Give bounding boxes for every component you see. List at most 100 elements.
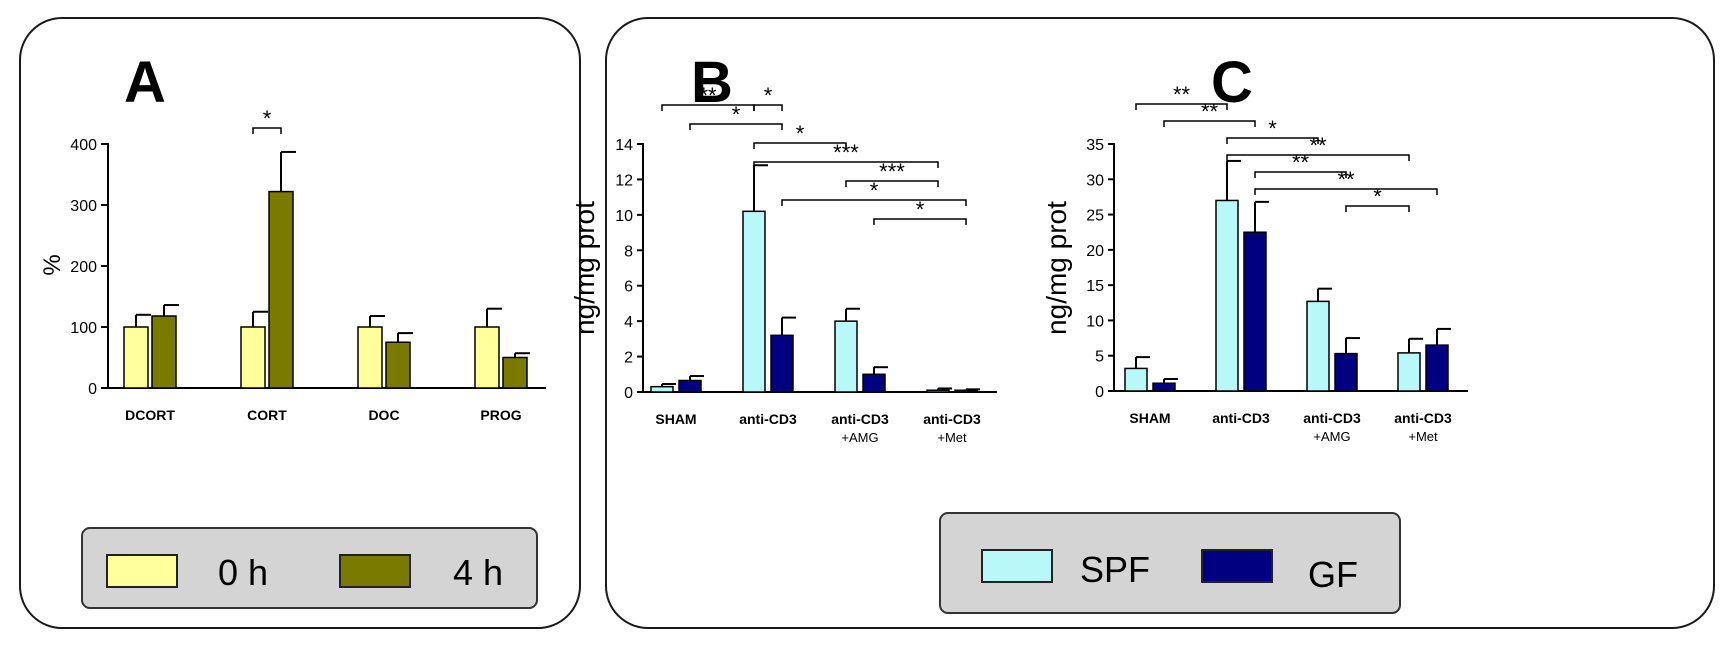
y-tick-label: 8: [624, 243, 633, 260]
significance-label: ***: [879, 159, 905, 184]
significance-label: *: [870, 178, 879, 203]
category-label: PROG: [480, 407, 521, 423]
legend-label-gf: GF: [1308, 554, 1358, 595]
significance-bracket: [252, 127, 282, 134]
category-label: anti-CD3: [831, 411, 889, 427]
bar-gf-2: [1334, 352, 1358, 392]
significance-label: *: [916, 197, 925, 222]
significance-bracket: [1254, 188, 1438, 195]
significance-label: ***: [833, 140, 859, 165]
bar-4h-2: [385, 341, 411, 389]
subcategory-label: +Met: [937, 430, 967, 445]
significance-label: *: [263, 106, 272, 131]
significance-bracket: [1135, 103, 1228, 110]
legend-swatch-0h: [106, 554, 178, 588]
y-tick-label: 0: [1095, 384, 1104, 401]
bar-gf-0: [678, 379, 702, 393]
panel-a-letter: A: [124, 50, 166, 115]
legend-swatch-spf: [981, 549, 1053, 583]
subcategory-label: +AMG: [1313, 429, 1350, 444]
bar-gf-3: [954, 389, 978, 393]
y-tick-label: 10: [615, 208, 633, 225]
chart-c: 0 5 10 15 20 25 30 35 ng/mg prot SHAM anti-CD3 anti…: [1041, 82, 1468, 444]
significance-bracket: [1163, 120, 1256, 127]
significance-bracket: [1254, 171, 1347, 178]
bar-gf-0: [1152, 382, 1176, 392]
significance-label: *: [764, 83, 773, 108]
significance-bracket: [873, 218, 967, 225]
y-tick-label: 200: [70, 259, 97, 276]
category-label: anti-CD3: [1394, 410, 1452, 426]
bar-4h-1: [268, 190, 294, 389]
significance-bracket: [845, 180, 939, 187]
subcategory-label: +AMG: [841, 430, 878, 445]
category-label: CORT: [247, 407, 287, 423]
y-tick-label: 5: [1095, 349, 1104, 366]
significance-bracket: [689, 123, 783, 130]
category-label: anti-CD3: [739, 411, 797, 427]
bar-0h-1: [240, 326, 266, 389]
significance-label: *: [1373, 184, 1382, 209]
significance-label: **: [1201, 99, 1219, 124]
bar-4h-3: [502, 356, 528, 389]
bar-0h-2: [357, 326, 383, 389]
panel-a-frame: [19, 17, 581, 629]
y-tick-label: 400: [70, 137, 97, 154]
significance-bracket: [753, 161, 939, 168]
y-tick-label: 300: [70, 198, 97, 215]
significance-bracket: [753, 104, 783, 111]
significance-bracket: [1345, 205, 1410, 212]
chart-b: 0 2 4 6 8 10 12 14 ng/mg prot SHAM anti-CD3 anti-CD…: [569, 83, 997, 445]
bar-gf-1: [1243, 231, 1267, 392]
y-axis-label: ng/mg prot: [569, 201, 600, 335]
legend-swatch-4h: [339, 554, 411, 588]
bar-spf-0: [650, 385, 674, 393]
bar-4h-0: [151, 315, 177, 389]
significance-bracket: [781, 199, 967, 206]
significance-bracket: [753, 142, 847, 149]
legend-label-spf: SPF: [1080, 549, 1150, 590]
category-label: DOC: [368, 407, 399, 423]
y-tick-label: 12: [615, 172, 633, 189]
legend-swatch-gf: [1201, 549, 1273, 583]
y-tick-label: 25: [1086, 208, 1104, 225]
y-tick-label: 4: [624, 314, 633, 331]
bar-spf-1: [742, 210, 766, 393]
category-label: SHAM: [655, 411, 696, 427]
significance-label: *: [796, 121, 805, 146]
category-label: anti-CD3: [923, 411, 981, 427]
legend-bc: SPF GF: [939, 512, 1401, 614]
bar-gf-2: [862, 373, 886, 393]
significance-label: *: [1268, 116, 1277, 141]
bar-spf-1: [1215, 199, 1239, 392]
y-tick-label: 35: [1086, 137, 1104, 154]
category-label: anti-CD3: [1303, 410, 1361, 426]
significance-bracket: [1226, 137, 1319, 144]
y-tick-label: 0: [88, 381, 97, 398]
category-label: anti-CD3: [1212, 410, 1270, 426]
panel-b-letter: B: [691, 50, 733, 115]
bar-gf-3: [1425, 344, 1449, 392]
bar-spf-3: [1397, 352, 1421, 392]
y-tick-label: 20: [1086, 243, 1104, 260]
y-tick-label: 100: [70, 320, 97, 337]
y-tick-label: 14: [615, 137, 633, 154]
significance-label: **: [699, 83, 717, 108]
y-axis-label: ng/mg prot: [1041, 201, 1072, 335]
category-label: SHAM: [1129, 410, 1170, 426]
legend-a: 0 h 4 h: [81, 527, 538, 609]
legend-label-4h: 4 h: [453, 552, 503, 593]
chart-a: 0 100 200 300 400% DCORT CORT DOC PROG *: [39, 106, 546, 423]
bar-spf-2: [1306, 300, 1330, 392]
significance-label: **: [1292, 150, 1310, 175]
category-label: DCORT: [125, 407, 175, 423]
legend-label-0h: 0 h: [218, 552, 268, 593]
subcategory-label: +Met: [1408, 429, 1438, 444]
significance-label: **: [1337, 167, 1355, 192]
y-tick-label: 6: [624, 279, 633, 296]
bar-0h-0: [123, 326, 149, 389]
y-tick-label: 15: [1086, 278, 1104, 295]
y-tick-label: 0: [624, 385, 633, 402]
significance-label: **: [1309, 133, 1327, 158]
